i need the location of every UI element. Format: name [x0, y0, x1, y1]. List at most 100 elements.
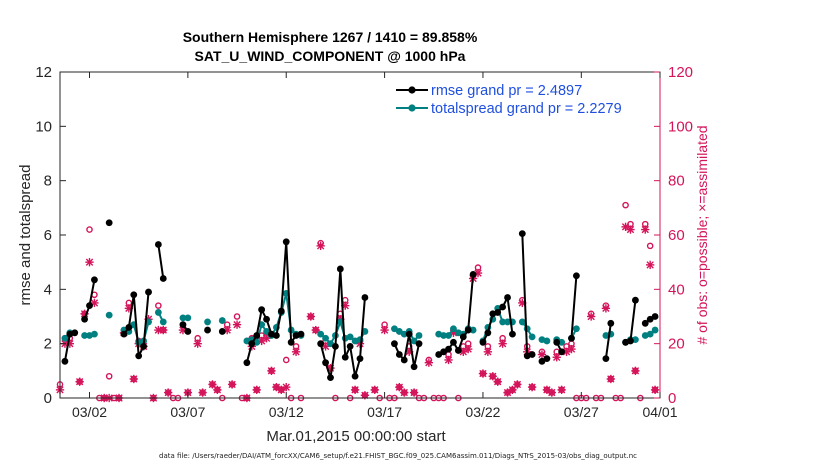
rmse-line	[157, 244, 165, 279]
obs-possible-point	[233, 313, 241, 320]
rmse-point	[632, 296, 639, 304]
obs-assimilated-point	[601, 304, 611, 313]
legend-rmse-label: rmse grand pr = 2.4897	[431, 83, 582, 99]
obs-assimilated-point	[380, 325, 389, 335]
rmse-point	[641, 319, 649, 327]
obs-possible-point	[105, 372, 113, 380]
obs-possible-point	[622, 201, 629, 209]
rmse-point	[361, 294, 369, 301]
spread-point	[204, 318, 211, 326]
rmse-point	[135, 352, 143, 360]
obs-assimilated-point	[586, 312, 596, 321]
x-tick-label: 03/02	[72, 404, 107, 420]
y-right-tick-label: 100	[668, 118, 693, 135]
rmse-point	[332, 342, 339, 350]
obs-assimilated-point	[159, 325, 168, 335]
rmse-point	[415, 340, 423, 348]
spread-point	[61, 334, 69, 342]
rmse-point	[568, 334, 575, 342]
x-tick-label: 03/17	[367, 404, 402, 420]
obs-assimilated-point	[400, 388, 409, 397]
spread-point	[154, 309, 162, 316]
rmse-point	[543, 355, 551, 363]
spread-point	[543, 337, 551, 345]
obs-assimilated-point	[513, 380, 522, 389]
obs-assimilated-point	[537, 350, 547, 359]
rmse-point	[179, 321, 187, 329]
obs-assimilated-point	[567, 344, 576, 354]
rmse-point	[479, 338, 487, 346]
rmse-point	[395, 351, 403, 358]
spread-point	[218, 317, 226, 324]
y-tick-label: 4	[44, 281, 52, 298]
rmse-point	[243, 359, 251, 367]
spread-point	[91, 330, 98, 338]
rmse-point	[253, 332, 261, 339]
legend-spread-label: totalspread grand pr = 2.2279	[431, 101, 622, 117]
obs-assimilated-point	[198, 388, 207, 397]
obs-assimilated-point	[232, 320, 242, 329]
spread-point	[469, 326, 477, 334]
y-tick-label: 12	[35, 64, 52, 81]
spread-point	[105, 311, 113, 319]
rmse-point	[336, 265, 344, 273]
spread-point	[317, 330, 325, 338]
rmse-point	[459, 333, 467, 341]
rmse-point	[356, 355, 364, 363]
obs-possible-point	[155, 302, 162, 309]
rmse-point	[71, 329, 79, 337]
chart-subtitle: SAT_U_WIND_COMPONENT @ 1000 hPa	[195, 48, 466, 64]
rmse-point	[469, 270, 477, 278]
spread-point	[450, 325, 457, 333]
y-right-tick-label: 80	[668, 173, 685, 190]
rmse-point	[327, 374, 334, 382]
series-layer	[61, 219, 659, 382]
rmse-point	[454, 347, 462, 354]
rmse-point	[86, 302, 93, 310]
obs-assimilated-point	[646, 260, 655, 270]
rmse-point	[61, 357, 69, 365]
spread-point	[415, 332, 423, 339]
rmse-point	[184, 328, 192, 335]
legend-box	[392, 78, 654, 120]
spread-point	[445, 332, 452, 339]
rmse-point	[258, 306, 266, 314]
rmse-line	[604, 323, 612, 359]
obs-possible-point	[282, 356, 290, 364]
rmse-point	[504, 294, 511, 301]
rmse-point	[410, 363, 418, 371]
rmse-point	[159, 275, 167, 282]
obs-assimilated-point	[164, 388, 173, 397]
obs-assimilated-point	[350, 385, 360, 395]
y-tick-label: 8	[44, 173, 52, 190]
spread-point	[440, 332, 448, 339]
x-tick-label: 03/22	[465, 404, 500, 420]
obs-assimilated-point	[478, 369, 488, 378]
chart-title: Southern Hemisphere 1267 / 1410 = 89.858…	[183, 29, 478, 45]
obs-assimilated-point	[213, 385, 222, 395]
obs-assimilated-point	[75, 377, 84, 386]
rmse-line	[319, 267, 366, 379]
y-tick-label: 10	[35, 118, 52, 135]
spread-point	[518, 318, 526, 326]
spread-point	[528, 333, 536, 341]
x-axis-label: Mar.01,2015 00:00:00 start	[266, 428, 446, 445]
y-right-tick-label: 60	[668, 227, 685, 244]
rmse-point	[351, 372, 359, 380]
rmse-point	[317, 340, 325, 348]
spread-point	[179, 314, 187, 322]
obs-assimilated-point	[488, 372, 497, 381]
obs-assimilated-point	[291, 347, 301, 356]
obs-assimilated-point	[641, 225, 650, 234]
rmse-point	[528, 351, 536, 358]
rmse-point	[346, 342, 354, 350]
obs-assimilated-point	[464, 344, 473, 354]
spread-point	[558, 338, 566, 346]
rmse-point	[405, 330, 413, 338]
obs-assimilated-point	[498, 339, 507, 348]
rmse-point	[445, 345, 452, 353]
y-axis-label: rmse and totalspread	[17, 165, 34, 306]
obs-assimilated-point	[129, 374, 138, 384]
y-right-tick-label: 40	[668, 281, 685, 298]
